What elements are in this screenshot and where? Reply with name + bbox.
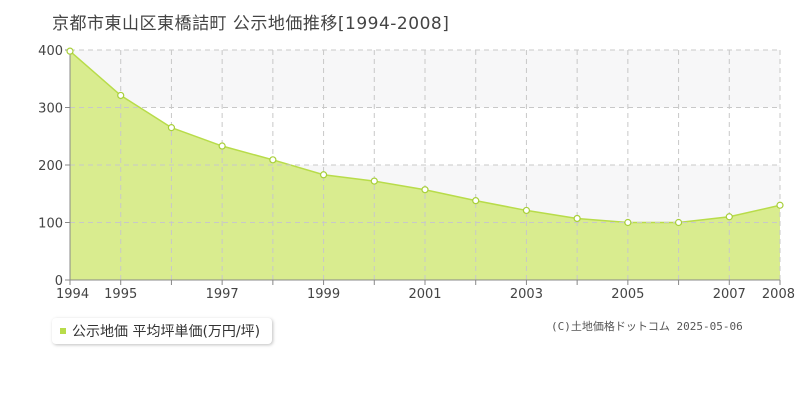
x-tick-label: 2005 bbox=[611, 287, 644, 302]
data-point bbox=[624, 218, 632, 227]
legend: 公示地価 平均坪単価(万円/坪) bbox=[52, 318, 273, 344]
y-tick-label: 0 bbox=[55, 274, 63, 289]
chart-title: 京都市東山区東橋詰町 公示地価推移[1994-2008] bbox=[52, 14, 450, 34]
data-point bbox=[421, 186, 429, 194]
x-tick-label: 2001 bbox=[408, 287, 441, 302]
data-point bbox=[472, 197, 480, 205]
data-point bbox=[117, 91, 125, 100]
data-point bbox=[370, 177, 378, 185]
data-point bbox=[725, 213, 733, 221]
legend-swatch bbox=[60, 328, 66, 334]
data-point bbox=[319, 171, 328, 179]
x-tick-label: 2008 bbox=[762, 287, 795, 302]
data-point bbox=[218, 142, 226, 150]
y-tick-label: 400 bbox=[38, 44, 63, 59]
grid-layer bbox=[69, 49, 781, 280]
copyright: (C)土地価格ドットコム 2025-05-06 bbox=[551, 320, 743, 333]
data-point bbox=[776, 201, 784, 209]
data-point bbox=[573, 214, 581, 223]
x-tick-label: 1997 bbox=[206, 287, 239, 302]
x-tick-label: 1999 bbox=[307, 287, 340, 302]
data-point bbox=[167, 124, 176, 132]
y-tick-label: 200 bbox=[38, 159, 63, 174]
x-tick-label: 2003 bbox=[510, 287, 543, 302]
y-tick-label: 300 bbox=[38, 102, 63, 117]
x-tick-labels: 1994 1995 1997 1999 2001 2003 2005 2007 2008 bbox=[56, 287, 795, 302]
x-tick-label: 2007 bbox=[713, 287, 746, 302]
x-tick-label: 1994 bbox=[56, 287, 89, 302]
points-layer bbox=[66, 47, 784, 227]
legend-label: 公示地価 平均坪単価(万円/坪) bbox=[72, 324, 261, 340]
x-tick-label: 1995 bbox=[104, 287, 137, 302]
data-point bbox=[269, 156, 277, 164]
y-tick-label: 100 bbox=[38, 217, 63, 232]
y-tick-labels: 0 100 200 300 400 bbox=[38, 44, 63, 289]
data-point bbox=[66, 47, 74, 55]
data-point bbox=[674, 218, 683, 227]
data-point bbox=[522, 206, 531, 215]
